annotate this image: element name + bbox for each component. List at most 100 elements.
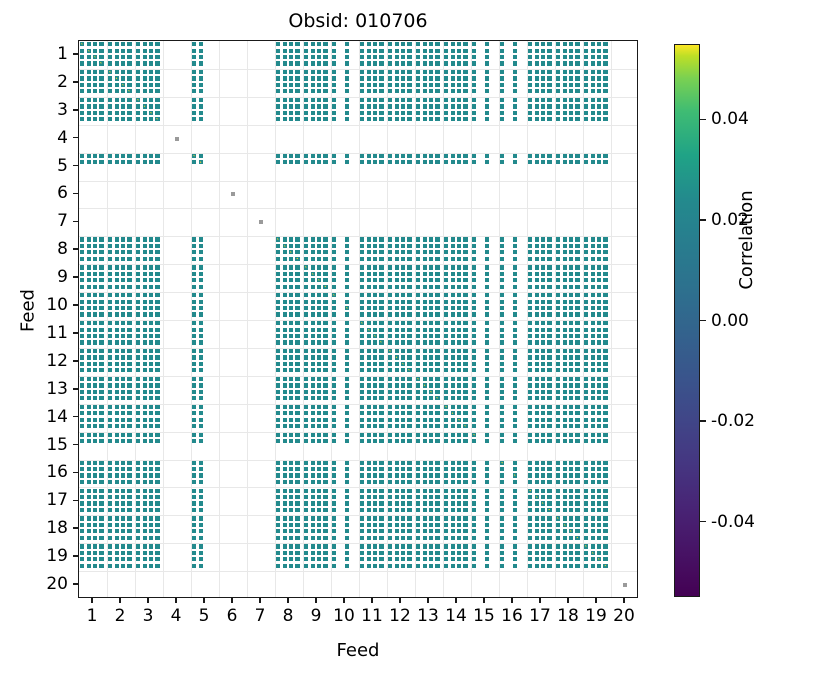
heatmap-cell <box>500 271 505 276</box>
heatmap-cell <box>562 355 567 360</box>
heatmap-cell <box>289 70 294 75</box>
heatmap-cell <box>401 54 406 60</box>
heatmap-cell <box>127 271 132 276</box>
heatmap-cell <box>99 70 104 75</box>
heatmap-cell <box>513 460 518 465</box>
heatmap-cell <box>500 563 505 568</box>
heatmap-cell <box>155 507 160 512</box>
heatmap-cell <box>80 516 85 521</box>
heatmap-cell <box>114 563 119 568</box>
heatmap-cell <box>304 70 309 75</box>
heatmap-cell <box>198 117 203 122</box>
heatmap-cell <box>198 89 203 94</box>
heatmap-cell <box>513 243 518 249</box>
heatmap-cell <box>192 265 197 270</box>
heatmap-cell <box>373 473 378 478</box>
heatmap-cell <box>276 293 281 298</box>
heatmap-cell <box>142 327 147 332</box>
heatmap-cell <box>323 97 328 103</box>
heatmap-cell <box>93 557 98 562</box>
heatmap-cell <box>435 361 440 367</box>
heatmap-cell <box>541 76 546 81</box>
heatmap-cell <box>435 473 440 478</box>
heatmap-cell <box>472 424 477 429</box>
diagonal-self-correlation-mark <box>500 460 505 465</box>
heatmap-cell <box>513 117 518 122</box>
heatmap-cell <box>444 417 449 422</box>
heatmap-cell <box>136 383 141 388</box>
heatmap-cell <box>547 110 552 115</box>
heatmap-cell <box>276 473 281 478</box>
y-tick-mark <box>73 527 78 530</box>
diagonal-self-correlation-mark <box>590 550 595 555</box>
heatmap-cell <box>584 54 589 60</box>
heatmap-cell <box>541 299 546 304</box>
heatmap-cell <box>114 522 119 528</box>
heatmap-cell <box>198 544 203 549</box>
heatmap-cell <box>463 271 468 276</box>
heatmap-cell <box>547 299 552 304</box>
heatmap-cell <box>407 104 412 109</box>
heatmap-cell <box>332 284 337 289</box>
heatmap-cell <box>603 243 608 249</box>
heatmap-cell <box>192 117 197 122</box>
heatmap-cell <box>276 396 281 401</box>
heatmap-cell <box>416 61 421 66</box>
heatmap-cell <box>569 299 574 304</box>
grid-layer <box>79 41 637 597</box>
heatmap-cell <box>597 70 602 75</box>
y-tick-label: 13 <box>46 378 68 399</box>
heatmap-cell <box>534 550 539 555</box>
heatmap-cell <box>500 104 505 109</box>
heatmap-cell <box>388 76 393 81</box>
heatmap-cell <box>450 110 455 115</box>
heatmap-cell <box>121 467 126 472</box>
heatmap-cell <box>422 299 427 304</box>
heatmap-cell <box>114 550 119 555</box>
heatmap-cell <box>80 361 85 367</box>
heatmap-cell <box>394 460 399 465</box>
heatmap-cell <box>295 153 300 158</box>
heatmap-cell <box>534 473 539 478</box>
heatmap-cell <box>317 349 322 354</box>
heatmap-cell <box>569 293 574 298</box>
heatmap-cell <box>99 544 104 549</box>
heatmap-cell <box>80 383 85 388</box>
heatmap-cell <box>485 117 490 122</box>
heatmap-cell <box>192 376 197 382</box>
heatmap-cell <box>556 284 561 289</box>
heatmap-cell <box>422 333 427 339</box>
heatmap-cell <box>276 522 281 528</box>
heatmap-cell <box>435 42 440 47</box>
heatmap-cell <box>373 243 378 249</box>
heatmap-cell <box>360 417 365 422</box>
heatmap-cell <box>584 306 589 311</box>
heatmap-cell <box>422 467 427 472</box>
heatmap-cell <box>394 327 399 332</box>
heatmap-cell <box>142 293 147 298</box>
heatmap-cell <box>435 507 440 512</box>
heatmap-cell <box>569 522 574 528</box>
heatmap-cell <box>136 355 141 360</box>
heatmap-cell <box>435 327 440 332</box>
heatmap-cell <box>541 110 546 115</box>
colorbar-tick-mark <box>700 118 706 121</box>
heatmap-cell <box>149 355 154 360</box>
heatmap-cell <box>198 355 203 360</box>
correlation-matrix-plot[interactable] <box>78 40 638 598</box>
heatmap-cell <box>127 327 132 332</box>
heatmap-cell <box>121 70 126 75</box>
heatmap-cell <box>360 494 365 500</box>
heatmap-cell <box>590 501 595 506</box>
heatmap-cell <box>534 507 539 512</box>
heatmap-cell <box>562 256 567 261</box>
heatmap-cell <box>528 467 533 472</box>
heatmap-cell <box>500 237 505 242</box>
heatmap-cell <box>304 333 309 339</box>
heatmap-cell <box>528 237 533 242</box>
heatmap-cell <box>590 349 595 354</box>
heatmap-cell <box>304 417 309 422</box>
heatmap-cell <box>108 256 113 261</box>
heatmap-cell <box>192 293 197 298</box>
heatmap-cell <box>136 278 141 283</box>
